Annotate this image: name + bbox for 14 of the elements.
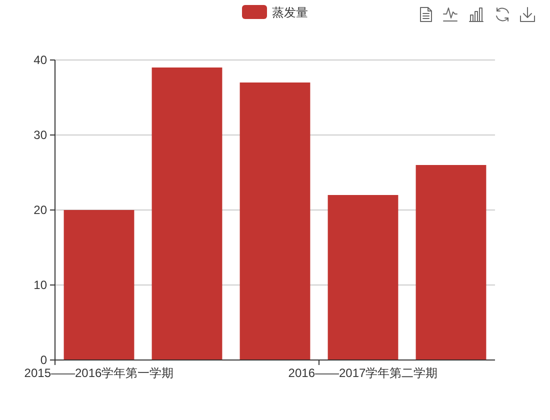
y-tick-label: 20 bbox=[34, 203, 48, 217]
y-tick-label: 40 bbox=[34, 53, 48, 67]
bar bbox=[240, 82, 310, 360]
x-tick-label: 2015——2016学年第一学期 bbox=[24, 366, 174, 380]
bar bbox=[416, 165, 486, 360]
bar bbox=[64, 210, 134, 360]
bar bbox=[152, 68, 222, 360]
bar bbox=[328, 195, 398, 360]
legend: 蒸发量 bbox=[242, 5, 308, 20]
legend-label: 蒸发量 bbox=[272, 6, 308, 20]
y-tick-label: 10 bbox=[34, 278, 48, 292]
x-tick-label: 2016——2017学年第二学期 bbox=[288, 366, 438, 380]
y-tick-label: 0 bbox=[40, 353, 48, 367]
y-tick-label: 30 bbox=[34, 128, 48, 142]
